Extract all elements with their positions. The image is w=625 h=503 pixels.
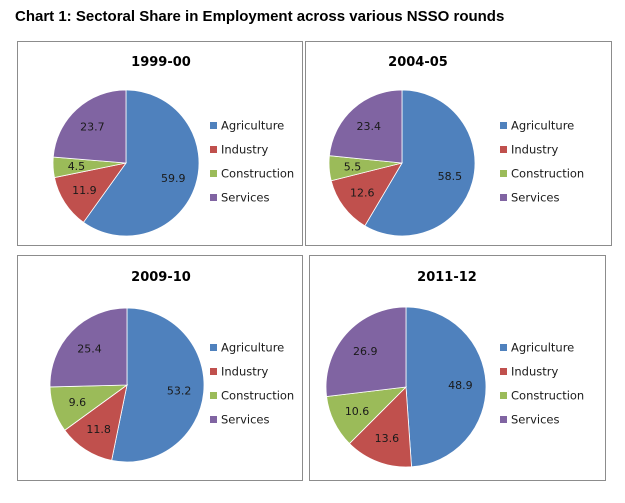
pie-slice-industry [348, 386, 412, 468]
pie-slice-services [328, 89, 403, 164]
page-title: Chart 1: Sectoral Share in Employment ac… [15, 8, 505, 25]
pie-slice-services [325, 306, 407, 397]
chart-title: 2004-05 [388, 55, 448, 70]
pie-chart-svg: 1999-00 59.9 11.9 4.5 23.7 Agriculture Industr… [52, 55, 294, 237]
data-label-services: 23.7 [80, 120, 105, 133]
pie-slice-industry [330, 162, 403, 227]
legend-label-industry: Industry [221, 365, 268, 379]
data-label-industry: 12.6 [350, 187, 375, 200]
legend-label-services: Services [221, 413, 270, 427]
legend-label-construction: Construction [511, 389, 584, 403]
chart-title: 2009-10 [131, 270, 191, 285]
pie-slice-agriculture [405, 306, 487, 468]
legend-swatch-construction [210, 170, 217, 177]
pie-slice-agriculture [364, 89, 476, 237]
legend-swatch-industry [500, 368, 507, 375]
legend-label-agriculture: Agriculture [221, 341, 284, 355]
pie-chart-panel-2004-05: 2004-05 58.5 12.6 5.5 23.4 Agriculture Industr… [305, 41, 612, 246]
data-label-construction: 10.6 [345, 405, 370, 418]
legend-swatch-services [500, 194, 507, 201]
pie-slice-services [49, 307, 128, 388]
data-label-industry: 13.6 [375, 432, 400, 445]
data-label-agriculture: 58.5 [438, 170, 463, 183]
data-label-services: 25.4 [77, 342, 102, 355]
data-label-agriculture: 53.2 [167, 384, 192, 397]
pie-slice-agriculture [111, 307, 205, 463]
data-label-construction: 5.5 [344, 161, 362, 174]
pie-chart-panel-2011-12: 2011-12 48.9 13.6 10.6 26.9 Agriculture Indust… [309, 255, 606, 481]
legend-label-agriculture: Agriculture [221, 119, 284, 133]
legend-swatch-industry [210, 368, 217, 375]
data-label-industry: 11.8 [86, 423, 111, 436]
legend-label-construction: Construction [511, 167, 584, 181]
pie-chart-panel-2009-10: 2009-10 53.2 11.8 9.6 25.4 Agriculture Industr… [17, 255, 303, 481]
chart-title: 2011-12 [417, 270, 477, 285]
data-label-industry: 11.9 [72, 184, 97, 197]
legend-swatch-services [210, 194, 217, 201]
legend-label-services: Services [221, 191, 270, 205]
legend-swatch-construction [500, 392, 507, 399]
pie-chart-svg: 2009-10 53.2 11.8 9.6 25.4 Agriculture Industr… [49, 270, 294, 463]
legend-swatch-agriculture [500, 122, 507, 129]
pie-slice-services [52, 89, 127, 164]
legend-swatch-construction [210, 392, 217, 399]
data-label-services: 26.9 [353, 345, 378, 358]
legend-label-construction: Construction [221, 167, 294, 181]
data-label-construction: 4.5 [68, 160, 86, 173]
data-label-agriculture: 48.9 [448, 379, 473, 392]
pie-chart-panel-1999-00: 1999-00 59.9 11.9 4.5 23.7 Agriculture Industr… [17, 41, 303, 246]
legend-swatch-industry [210, 146, 217, 153]
data-label-construction: 9.6 [69, 396, 87, 409]
legend-label-industry: Industry [511, 365, 558, 379]
pie-chart-svg: 2011-12 48.9 13.6 10.6 26.9 Agriculture Indust… [325, 270, 584, 468]
chart-title: 1999-00 [131, 55, 191, 70]
legend-label-industry: Industry [511, 143, 558, 157]
legend-label-industry: Industry [221, 143, 268, 157]
data-label-services: 23.4 [356, 120, 381, 133]
legend-label-construction: Construction [221, 389, 294, 403]
data-label-agriculture: 59.9 [161, 172, 186, 185]
legend-swatch-industry [500, 146, 507, 153]
pie-chart-svg: 2004-05 58.5 12.6 5.5 23.4 Agriculture Industr… [328, 55, 584, 237]
legend-label-services: Services [511, 413, 560, 427]
legend-label-services: Services [511, 191, 560, 205]
legend-swatch-construction [500, 170, 507, 177]
legend-swatch-services [500, 416, 507, 423]
legend-swatch-agriculture [210, 122, 217, 129]
pie-slice-agriculture [82, 89, 200, 237]
legend-swatch-agriculture [500, 344, 507, 351]
legend-label-agriculture: Agriculture [511, 119, 574, 133]
legend-label-agriculture: Agriculture [511, 341, 574, 355]
legend-swatch-agriculture [210, 344, 217, 351]
legend-swatch-services [210, 416, 217, 423]
